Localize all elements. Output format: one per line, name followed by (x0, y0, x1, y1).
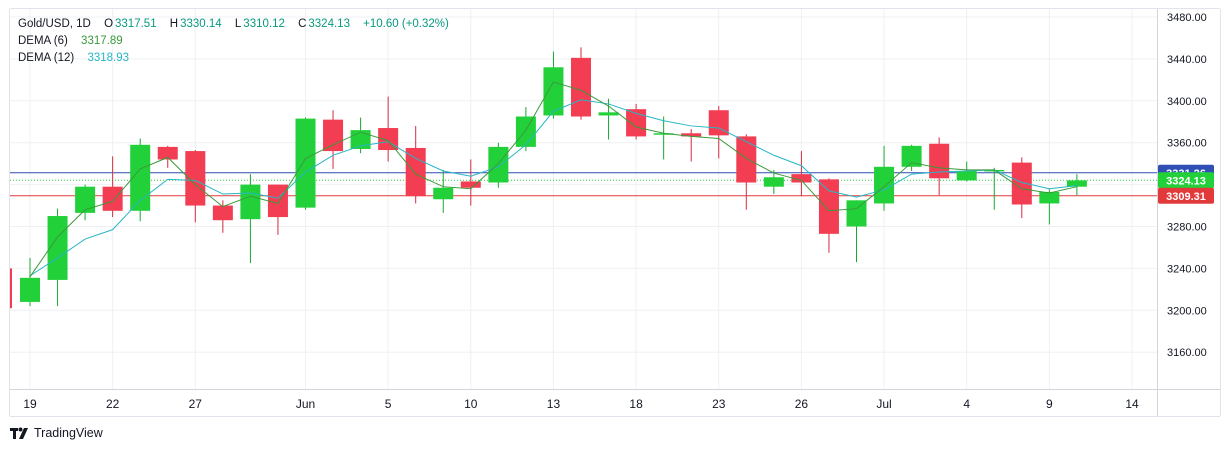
candle-up (47, 216, 68, 280)
y-tick-label: 3240.00 (1167, 263, 1207, 275)
legend-ohlc-row[interactable]: Gold/USD, 1D O 3317.51 H 3330.14 L 3310.12 … (18, 16, 451, 33)
candle-up (488, 146, 509, 183)
candle-up (75, 186, 96, 213)
tradingview-icon (10, 427, 28, 439)
legend-dema6-value: 3317.89 (81, 35, 123, 47)
x-tick-label: 4 (963, 397, 970, 411)
candle-up (846, 200, 867, 227)
frame-layer (9, 8, 1221, 417)
candle-down (102, 186, 123, 211)
legend-high-label: H (169, 18, 179, 30)
x-tick-label: 22 (106, 397, 120, 411)
dema-lines (29, 81, 1078, 278)
legend-open-value: 3317.51 (115, 18, 157, 30)
candle-up (1066, 180, 1087, 187)
candle-up (295, 118, 316, 208)
candle-up (984, 169, 1005, 172)
legend: Gold/USD, 1D O 3317.51 H 3330.14 L 3310.12 … (18, 16, 451, 67)
candle-down (791, 174, 812, 183)
legend-symbol[interactable]: Gold/USD, 1D (18, 18, 91, 30)
x-tick-label: 26 (795, 397, 809, 411)
legend-open-label: O (104, 18, 114, 30)
candle-up (20, 277, 40, 302)
candle-down (736, 136, 757, 183)
candle-down (378, 128, 399, 151)
legend-dema6-label: DEMA (6) (18, 35, 68, 47)
candle-up (598, 112, 619, 116)
candle-down (571, 57, 591, 117)
legend-change: +10.60 (+0.32%) (363, 18, 449, 30)
candle-up (433, 187, 454, 200)
x-tick-label: Jul (876, 397, 891, 411)
candle-down (157, 146, 178, 160)
x-tick-label: 27 (189, 397, 203, 411)
candle-down (185, 151, 206, 206)
candle-down (212, 205, 233, 221)
candle-up (874, 166, 895, 204)
legend-low-label: L (234, 18, 242, 30)
candle-up (901, 145, 922, 167)
y-tick-label: 3160.00 (1167, 347, 1207, 359)
candle-down (708, 110, 729, 136)
y-tick-label: 3200.00 (1167, 305, 1207, 317)
dema6-line (29, 81, 1078, 278)
legend-close-label: C (298, 18, 307, 30)
legend-dema12-value: 3318.93 (87, 52, 130, 64)
candle-down (323, 119, 344, 152)
x-tick-label: 10 (464, 397, 478, 411)
x-tick-label: 18 (629, 397, 643, 411)
candle-down (1011, 162, 1032, 205)
x-tick-label: 5 (385, 397, 392, 411)
candles (10, 47, 1087, 309)
candle-up (1039, 191, 1060, 204)
price-badge (1158, 172, 1214, 189)
candle-down (267, 184, 288, 218)
candle-up (653, 133, 674, 135)
legend-dema12-label: DEMA (12) (18, 52, 75, 64)
candle-down (681, 133, 702, 137)
price-badge-label: 3324.13 (1166, 175, 1206, 187)
x-tick-label: 13 (547, 397, 561, 411)
candle-up (515, 116, 536, 147)
legend-low-value: 3310.12 (243, 18, 285, 30)
candle-down (626, 109, 647, 137)
x-tick-label: 14 (1125, 397, 1139, 411)
price-badge-label: 3309.31 (1166, 191, 1206, 203)
x-tick-label: 19 (23, 397, 37, 411)
candle-down (818, 179, 839, 234)
candle-up (956, 170, 977, 181)
brand-name: TradingView (34, 426, 103, 440)
legend-high-value: 3330.14 (180, 18, 222, 30)
dema12-line (29, 99, 1077, 277)
candle-up (543, 67, 564, 116)
x-tick-label: Jun (296, 397, 315, 411)
legend-dema12-row[interactable]: DEMA (12) 3318.93 (18, 50, 451, 67)
x-tick-label: 9 (1046, 397, 1053, 411)
time-axis[interactable]: 19 22 27 Jun 5 10 13 18 23 26 Jul 4 9 14 (23, 397, 1139, 411)
y-tick-label: 3280.00 (1167, 222, 1207, 234)
candle-down (405, 147, 426, 197)
y-tick-label: 3440.00 (1167, 54, 1207, 66)
candle-up (763, 177, 784, 187)
x-tick-label: 23 (712, 397, 726, 411)
price-badge (1158, 187, 1214, 204)
legend-close-value: 3324.13 (308, 18, 350, 30)
candle-up (240, 184, 261, 220)
legend-dema6-row[interactable]: DEMA (6) 3317.89 (18, 33, 451, 50)
y-tick-label: 3360.00 (1167, 138, 1207, 150)
candle-up (130, 144, 151, 211)
candle-down (460, 181, 481, 188)
tradingview-logo[interactable]: TradingView (10, 426, 103, 440)
candle-down (929, 143, 950, 179)
y-tick-label: 3400.00 (1167, 96, 1207, 108)
y-tick-label: 3480.00 (1167, 12, 1207, 24)
